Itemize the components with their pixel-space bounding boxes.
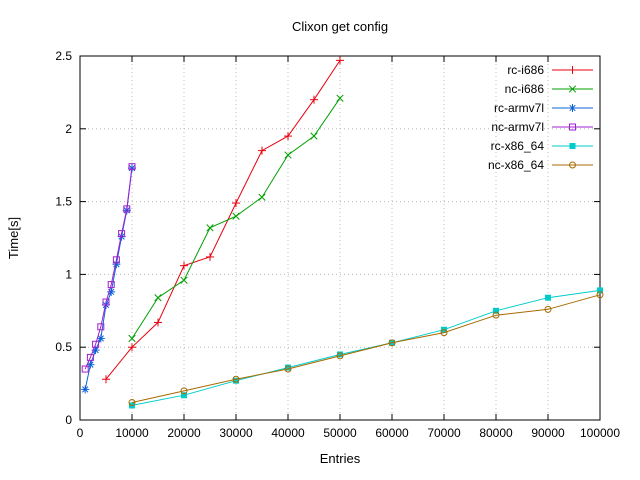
marker-square-filled <box>285 364 291 371</box>
x-tick-label: 0 <box>77 426 84 440</box>
marker-circle <box>128 399 136 407</box>
marker-stroke <box>97 335 104 342</box>
marker-square <box>92 340 100 348</box>
x-tick-label: 90000 <box>531 426 565 440</box>
series-line <box>131 294 601 403</box>
marker-stroke <box>108 288 115 296</box>
x-tick-label: 40000 <box>271 426 305 440</box>
marker-square <box>112 256 120 264</box>
marker-square-filled <box>597 287 603 294</box>
x-axis-label: Entries <box>320 451 361 466</box>
marker-circle <box>388 339 396 347</box>
x-tick-label: 100000 <box>580 426 620 440</box>
y-tick-label: 2 <box>65 122 72 136</box>
marker-square <box>81 365 89 373</box>
marker-stroke <box>82 386 89 393</box>
marker-square-filled <box>493 307 499 314</box>
marker-square <box>128 163 136 171</box>
y-tick-label: 0 <box>65 413 72 427</box>
legend-label-nc-armv7l: nc-armv7l <box>491 120 544 134</box>
legend-label-rc-i686: rc-i686 <box>507 63 544 77</box>
marker-square <box>569 123 576 131</box>
x-tick-label: 60000 <box>375 426 409 440</box>
legend: rc-i686 nc-i686 rc-armv7l nc-armv7l rc-x86_6… <box>488 63 593 172</box>
series-nc-i686 <box>128 94 344 343</box>
marker-stroke <box>232 212 240 220</box>
y-tick-label: 2.5 <box>55 49 72 63</box>
marker-square <box>107 281 115 289</box>
series-nc-armv7l <box>81 163 136 373</box>
axes-layer: 0 10000 20000 30000 40000 50000 60000 70000 8000… <box>55 49 620 440</box>
series-line <box>131 289 601 406</box>
marker-circle <box>284 365 292 373</box>
x-tick-label: 50000 <box>323 426 357 440</box>
marker-square-filled <box>181 392 187 399</box>
marker-square-filled <box>337 351 343 358</box>
marker-stroke <box>568 85 577 93</box>
series-rc-i686 <box>102 56 344 384</box>
marker-stroke <box>154 294 162 302</box>
y-tick-label: 1.5 <box>55 195 72 209</box>
y-axis-label: Time[s] <box>6 217 21 259</box>
marker-circle <box>232 375 240 383</box>
marker-stroke <box>336 94 344 102</box>
x-tick-label: 10000 <box>115 426 149 440</box>
marker-stroke <box>258 193 266 201</box>
x-tick-label: 20000 <box>167 426 201 440</box>
x-tick-label: 80000 <box>479 426 513 440</box>
marker-square <box>86 353 94 361</box>
marker-stroke <box>284 151 292 159</box>
series-layer <box>81 56 604 409</box>
marker-square <box>97 323 105 331</box>
marker-circle <box>492 311 500 319</box>
marker-stroke <box>92 346 99 354</box>
series-line <box>84 166 133 370</box>
legend-label-rc-armv7l: rc-armv7l <box>494 101 544 115</box>
marker-circle <box>440 329 448 337</box>
series-nc-x86_64 <box>128 291 604 407</box>
marker-stroke <box>128 334 136 343</box>
marker-square-filled <box>545 294 551 301</box>
marker-stroke <box>206 224 214 232</box>
marker-square <box>123 205 131 213</box>
marker-circle <box>596 291 604 299</box>
marker-stroke <box>310 132 318 140</box>
y-tick-label: 1 <box>65 267 72 281</box>
marker-square-filled <box>233 377 239 384</box>
marker-circle <box>336 352 344 360</box>
marker-square <box>102 298 110 306</box>
series-line <box>105 60 341 380</box>
marker-circle <box>544 305 552 313</box>
marker-circle <box>569 161 576 169</box>
y-tick-label: 0.5 <box>55 340 72 354</box>
x-tick-label: 70000 <box>427 426 461 440</box>
legend-label-nc-i686: nc-i686 <box>505 82 545 96</box>
marker-stroke <box>569 104 576 112</box>
x-tick-label: 30000 <box>219 426 253 440</box>
marker-square <box>118 230 126 238</box>
legend-label-rc-x86_64: rc-x86_64 <box>491 139 545 153</box>
marker-circle <box>180 387 188 395</box>
legend-label-nc-x86_64: nc-x86_64 <box>488 158 544 172</box>
marker-stroke <box>180 276 188 284</box>
chart-title: Clixon get config <box>292 19 388 34</box>
marker-square-filled <box>569 143 576 149</box>
